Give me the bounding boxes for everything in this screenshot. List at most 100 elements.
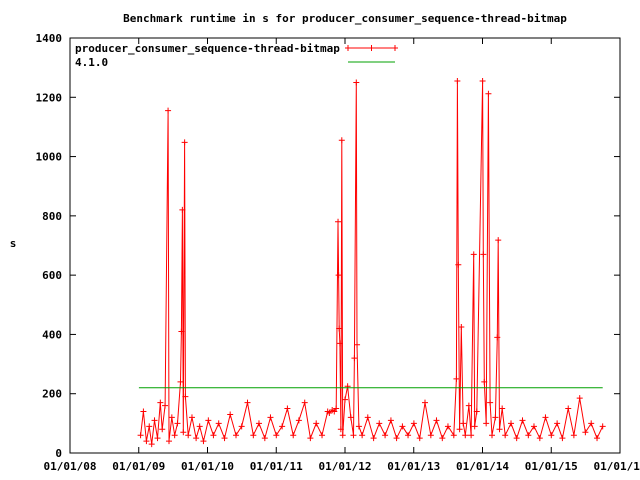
- y-tick-label: 200: [42, 388, 62, 401]
- data-point: [273, 432, 280, 439]
- x-tick-label: 01/01/13: [387, 460, 440, 473]
- data-point: [487, 399, 494, 406]
- data-point: [177, 378, 184, 385]
- data-point: [416, 435, 423, 442]
- data-point: [336, 340, 343, 347]
- data-point: [393, 435, 400, 442]
- data-point: [485, 90, 492, 97]
- data-point: [536, 435, 543, 442]
- x-tick-label: 01/01/12: [319, 460, 372, 473]
- data-point: [410, 420, 417, 427]
- data-point: [178, 328, 185, 335]
- data-point: [165, 107, 172, 114]
- data-point: [326, 409, 333, 416]
- data-point: [479, 77, 486, 84]
- data-point: [359, 432, 366, 439]
- legend-marker-series-1: [392, 45, 398, 51]
- data-point: [399, 423, 406, 430]
- data-point: [450, 432, 457, 439]
- series-line-1: [140, 80, 604, 445]
- data-point: [480, 251, 487, 258]
- data-point: [508, 420, 515, 427]
- data-point: [244, 399, 251, 406]
- data-point: [576, 395, 583, 402]
- data-point: [494, 334, 501, 341]
- data-point: [313, 420, 320, 427]
- data-point: [495, 237, 502, 244]
- data-point: [489, 432, 496, 439]
- data-point: [290, 432, 297, 439]
- x-tick-label: 01/01/11: [250, 460, 303, 473]
- data-point: [140, 408, 147, 415]
- y-tick-label: 1200: [36, 91, 63, 104]
- data-point: [284, 405, 291, 412]
- data-point: [525, 432, 532, 439]
- data-point: [530, 423, 537, 430]
- data-point: [470, 251, 477, 258]
- data-point: [159, 426, 166, 433]
- data-point: [594, 435, 601, 442]
- legend-label-series-2: 4.1.0: [75, 56, 108, 69]
- data-point: [559, 435, 566, 442]
- y-tick-label: 1000: [36, 151, 63, 164]
- data-point: [439, 435, 446, 442]
- data-point: [210, 432, 217, 439]
- data-point: [154, 435, 161, 442]
- data-point: [162, 402, 169, 409]
- data-point: [336, 325, 343, 332]
- data-point: [319, 432, 326, 439]
- data-point: [180, 429, 187, 436]
- data-point: [548, 432, 555, 439]
- data-point: [453, 375, 460, 382]
- data-point: [554, 420, 561, 427]
- data-point: [542, 414, 549, 421]
- data-point: [376, 420, 383, 427]
- data-point: [499, 405, 506, 412]
- data-point: [454, 77, 461, 84]
- data-point: [471, 423, 478, 430]
- data-point: [255, 420, 262, 427]
- y-tick-label: 400: [42, 328, 62, 341]
- x-tick-label: 01/01/09: [112, 460, 165, 473]
- data-point: [307, 435, 314, 442]
- data-point: [460, 420, 467, 427]
- y-axis-label: s: [10, 237, 17, 250]
- data-point: [570, 432, 577, 439]
- data-point: [456, 426, 463, 433]
- y-tick-label: 0: [55, 447, 62, 460]
- x-tick-label: 01/01/10: [181, 460, 234, 473]
- data-point: [295, 417, 302, 424]
- data-point: [196, 423, 203, 430]
- data-point: [599, 423, 606, 430]
- chart-title: Benchmark runtime in s for producer_cons…: [123, 12, 567, 25]
- data-point: [151, 417, 158, 424]
- data-point: [370, 435, 377, 442]
- data-point: [347, 414, 354, 421]
- x-tick-label: 01/01/14: [456, 460, 509, 473]
- data-point: [171, 432, 178, 439]
- data-point: [185, 432, 192, 439]
- data-point: [157, 399, 164, 406]
- data-point: [335, 218, 342, 225]
- data-point: [355, 423, 362, 430]
- y-tick-label: 800: [42, 210, 62, 223]
- data-point: [502, 432, 509, 439]
- data-point: [181, 139, 188, 146]
- data-point: [221, 435, 228, 442]
- data-point: [174, 420, 181, 427]
- data-point: [193, 435, 200, 442]
- plot-frame: [69, 37, 621, 454]
- data-point: [519, 417, 526, 424]
- data-point: [582, 429, 589, 436]
- data-point: [335, 272, 342, 279]
- data-point: [473, 408, 480, 415]
- data-point: [387, 417, 394, 424]
- data-point: [481, 378, 488, 385]
- data-point: [337, 426, 344, 433]
- data-point: [250, 432, 257, 439]
- data-point: [166, 438, 173, 445]
- data-point: [267, 414, 274, 421]
- data-point: [344, 383, 351, 390]
- y-tick-label: 1400: [36, 32, 63, 45]
